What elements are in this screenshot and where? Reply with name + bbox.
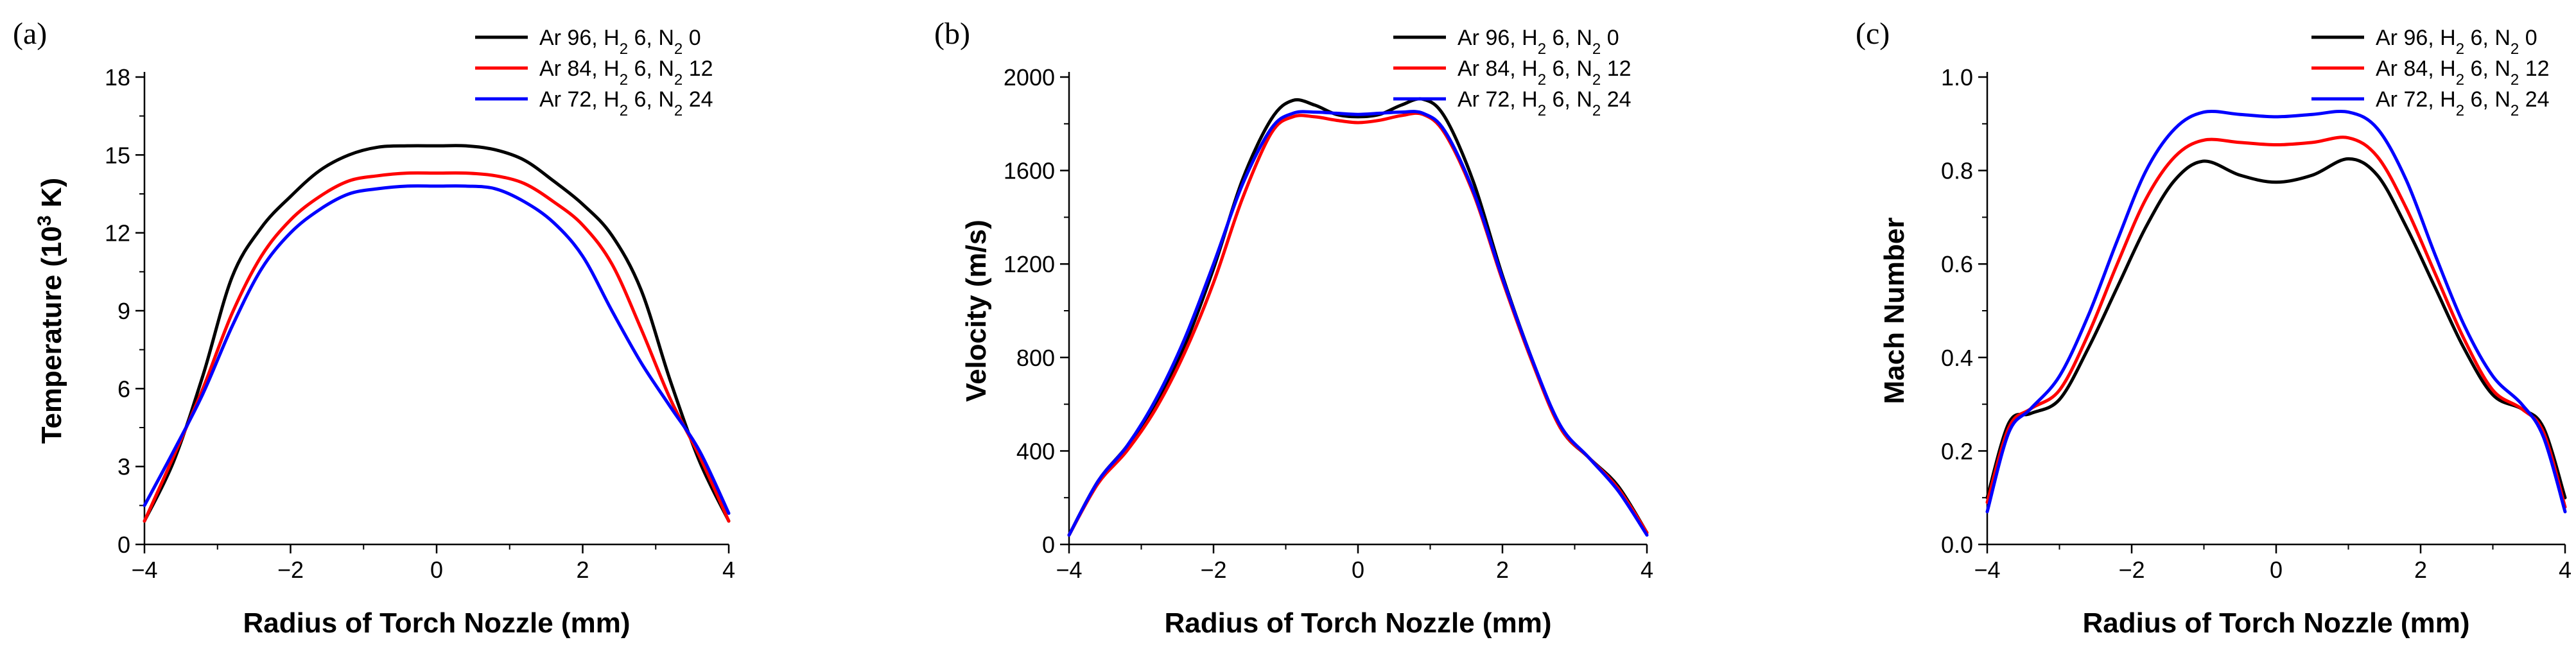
y-tick-label: 3 (117, 454, 130, 480)
chart-panel-c: (c) −4 −2 0 2 4 0.0 0.2 0.4 0.6 0.8 1.0 Radius of To… (1856, 17, 2572, 639)
y-tick-label: 2000 (1004, 64, 1055, 91)
legend-label-1: Ar 96, H2 6, N2 0 (1458, 26, 1619, 58)
series-line-3 (1985, 109, 2567, 514)
panel-label: (c) (1856, 17, 1890, 51)
legend-label-2: Ar 84, H2 6, N2 12 (539, 56, 713, 89)
x-tick-label: −2 (277, 557, 304, 583)
series-line-3 (143, 184, 731, 515)
x-tick-label: −2 (1200, 557, 1226, 583)
y-tick-label: 12 (105, 220, 130, 247)
y-tick-label: 1200 (1004, 251, 1055, 277)
x-axis-title: Radius of Torch Nozzle (mm) (1165, 607, 1552, 639)
y-tick-label: 0.0 (1941, 532, 1973, 558)
x-tick-label: 0 (1352, 557, 1364, 583)
y-tick-label: 1600 (1004, 158, 1055, 184)
panel-label: (a) (13, 17, 47, 51)
legend-label-3: Ar 72, H2 6, N2 24 (1458, 87, 1632, 119)
legend-label-1: Ar 96, H2 6, N2 0 (539, 26, 701, 58)
x-tick-label: −4 (1056, 557, 1082, 583)
y-tick-label: 9 (117, 298, 130, 324)
y-tick-label: 0.8 (1941, 158, 1973, 184)
chart-panel-b: (b) −4 −2 0 2 4 0 400 800 1200 1600 2000 Radius of T… (934, 17, 1653, 639)
y-tick-label: 6 (117, 376, 130, 402)
x-tick-label: 4 (1640, 557, 1653, 583)
y-tick-label: 1.0 (1941, 64, 1973, 91)
x-tick-label: 2 (1496, 557, 1509, 583)
x-tick-label: −4 (131, 557, 157, 583)
x-tick-label: 0 (430, 557, 443, 583)
y-axis-title: Mach Number (1879, 218, 1910, 404)
series-line-2 (1985, 135, 2567, 509)
x-tick-label: 4 (722, 557, 735, 583)
legend-label-2: Ar 84, H2 6, N2 12 (1458, 56, 1632, 89)
series-line-1 (143, 144, 731, 523)
legend-label-3: Ar 72, H2 6, N2 24 (539, 87, 713, 119)
y-tick-label: 0.4 (1941, 345, 1973, 371)
series-line-2 (143, 171, 731, 523)
series-line-3 (1067, 110, 1649, 537)
y-tick-label: 0.6 (1941, 251, 1973, 277)
legend-label-1: Ar 96, H2 6, N2 0 (2376, 26, 2537, 58)
legend-label-2: Ar 84, H2 6, N2 12 (2376, 56, 2550, 89)
x-tick-label: 2 (576, 557, 589, 583)
y-tick-label: 18 (105, 64, 130, 91)
x-tick-label: −4 (1974, 557, 2000, 583)
x-tick-label: −2 (2118, 557, 2145, 583)
y-tick-label: 400 (1016, 438, 1055, 464)
legend-label-3: Ar 72, H2 6, N2 24 (2376, 87, 2550, 119)
x-axis-title: Radius of Torch Nozzle (mm) (243, 607, 631, 639)
y-tick-label: 0 (117, 532, 130, 558)
x-tick-label: 4 (2559, 557, 2572, 583)
series-line-1 (1985, 157, 2567, 499)
series-line-2 (1067, 111, 1649, 537)
x-tick-label: 0 (2270, 557, 2283, 583)
y-tick-label: 15 (105, 142, 130, 168)
panel-label: (b) (934, 17, 970, 51)
series-line-1 (1067, 97, 1649, 537)
x-tick-label: 2 (2414, 557, 2427, 583)
chart-panel-a: (a) −4 −2 0 2 4 0 3 6 9 12 15 18 Radius of Torch Nozz… (13, 17, 735, 639)
y-tick-label: 0 (1042, 532, 1055, 558)
y-axis-title: Velocity (m/s) (961, 220, 992, 402)
x-axis-title: Radius of Torch Nozzle (mm) (2083, 607, 2470, 639)
y-tick-label: 800 (1016, 345, 1055, 371)
y-tick-label: 0.2 (1941, 438, 1973, 464)
y-axis-title: Temperature (103 K) (34, 178, 68, 444)
